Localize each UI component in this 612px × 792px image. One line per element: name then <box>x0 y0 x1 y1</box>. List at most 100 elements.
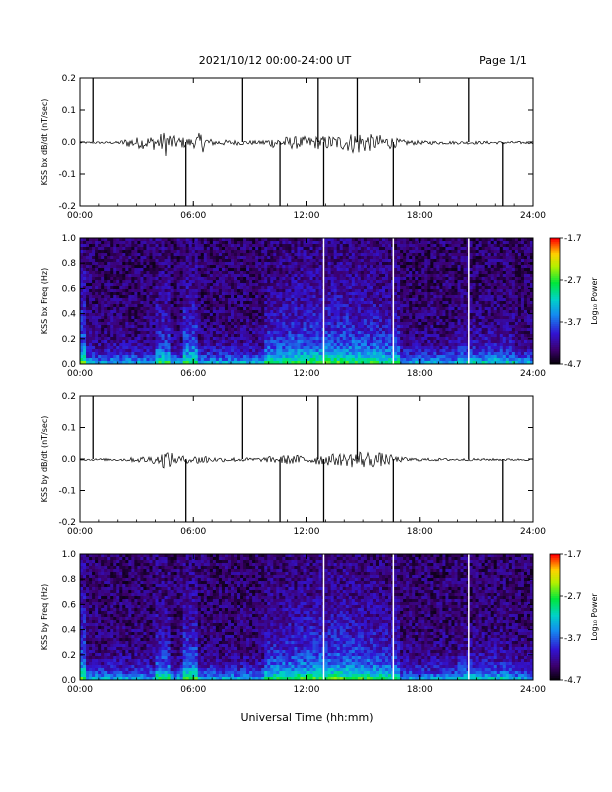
spectrogram-cell <box>406 271 410 275</box>
spectrogram-cell <box>143 319 147 323</box>
spectrogram-cell <box>182 241 187 245</box>
spectrogram-cell <box>134 328 138 332</box>
spectrogram-cell <box>164 352 168 356</box>
spectrogram-cell <box>406 241 410 245</box>
spectrogram-cell <box>143 289 147 293</box>
spectrogram-cell <box>279 337 283 341</box>
spectrogram-cell <box>234 352 238 356</box>
spectrogram-cell <box>83 328 87 332</box>
spectrogram-cell <box>125 334 129 338</box>
spectrogram-cell <box>152 280 156 284</box>
spectrogram-cell <box>378 346 383 350</box>
spectrogram-cell <box>212 337 217 341</box>
spectrogram-cell <box>303 277 307 281</box>
spectrogram-cell <box>185 250 190 254</box>
spectrogram-cell <box>276 250 280 254</box>
spectrogram-cell <box>324 247 329 251</box>
spectrogram-cell <box>315 307 319 311</box>
spectrogram-cell <box>176 274 181 278</box>
spectrogram-cell <box>119 271 123 275</box>
spectrogram-cell <box>421 283 425 287</box>
spectrogram-cell <box>119 337 123 341</box>
spectrogram-cell <box>312 256 316 260</box>
spectrogram-cell <box>101 349 105 353</box>
spectrogram-cell <box>203 244 208 248</box>
spectrogram-cell <box>218 244 223 248</box>
spectrogram-cell <box>363 241 368 245</box>
spectrogram-cell <box>182 331 187 335</box>
spectrogram-cell <box>421 337 425 341</box>
spectrogram-cell <box>173 283 178 287</box>
spectrogram-cell <box>197 283 202 287</box>
spectrogram-cell <box>164 322 168 326</box>
spectrogram-cell <box>409 298 413 302</box>
spectrogram-cell <box>89 289 93 293</box>
spectrogram-cell <box>412 256 416 260</box>
spectrogram-cell <box>291 313 295 317</box>
spectrogram-cell <box>354 259 359 263</box>
spectrogram-cell <box>294 238 298 242</box>
spectrogram-cell <box>104 352 108 356</box>
spectrogram-cell <box>415 286 419 290</box>
spectrogram-cell <box>182 355 187 359</box>
spectrogram-cell <box>234 307 238 311</box>
spectrogram-cell <box>306 274 310 278</box>
spectrogram-cell <box>182 319 187 323</box>
spectrogram-cell <box>122 268 126 272</box>
spectrogram-cell <box>324 277 329 281</box>
spectrogram-cell <box>170 250 175 254</box>
spectrogram-cell <box>113 298 117 302</box>
spectrogram-cell <box>101 295 105 299</box>
spectrogram-cell <box>303 358 307 362</box>
spectrogram-cell <box>312 358 316 362</box>
spectrogram-cell <box>137 265 141 269</box>
spectrogram-cell <box>324 313 329 317</box>
spectrogram-cell <box>357 262 362 266</box>
spectrogram-cell <box>294 358 298 362</box>
spectrogram-cell <box>89 325 93 329</box>
spectrogram-cell <box>167 286 171 290</box>
spectrogram-cell <box>342 340 347 344</box>
spectrogram-cell <box>125 316 129 320</box>
spectrogram-cell <box>324 283 329 287</box>
spectrogram-cell <box>137 256 141 260</box>
spectrogram-cell <box>89 328 93 332</box>
spectrogram-cell <box>270 334 274 338</box>
spectrogram-cell <box>140 358 144 362</box>
spectrogram-cell <box>369 322 374 326</box>
spectrogram-cell <box>125 268 129 272</box>
spectrogram-cell <box>327 286 332 290</box>
spectrogram-cell <box>122 343 126 347</box>
spectrogram-cell <box>348 286 353 290</box>
spectrogram-cell <box>170 325 175 329</box>
spectrogram-cell <box>227 322 232 326</box>
spectrogram-cell <box>200 313 205 317</box>
spectrogram-cell <box>224 313 229 317</box>
spectrogram-cell <box>388 346 392 350</box>
spectrogram-cell <box>394 253 398 257</box>
spectrogram-cell <box>276 271 280 275</box>
spectrogram-cell <box>324 268 329 272</box>
spectrogram-cell <box>415 250 419 254</box>
spectrogram-cell <box>231 256 235 260</box>
spectrogram-cell <box>98 259 102 263</box>
spectrogram-cell <box>237 283 241 287</box>
spectrogram-cell <box>418 286 422 290</box>
spectrogram-cell <box>336 319 341 323</box>
spectrogram-cell <box>285 274 289 278</box>
spectrogram-cell <box>185 271 190 275</box>
spectrogram-cell <box>101 355 105 359</box>
spectrogram-cell <box>324 259 329 263</box>
spectrogram-cell <box>252 277 256 281</box>
spectrogram-cell <box>372 361 377 365</box>
spectrogram-cell <box>246 358 250 362</box>
spectrogram-cell <box>234 316 238 320</box>
spectrogram-cell <box>128 322 132 326</box>
spectrogram-cell <box>107 352 111 356</box>
spectrogram-cell <box>415 343 419 347</box>
spectrogram-cell <box>131 244 135 248</box>
spectrogram-cell <box>351 265 356 269</box>
spectrogram-cell <box>285 286 289 290</box>
spectrogram-cell <box>137 343 141 347</box>
spectrogram-cell <box>312 313 316 317</box>
